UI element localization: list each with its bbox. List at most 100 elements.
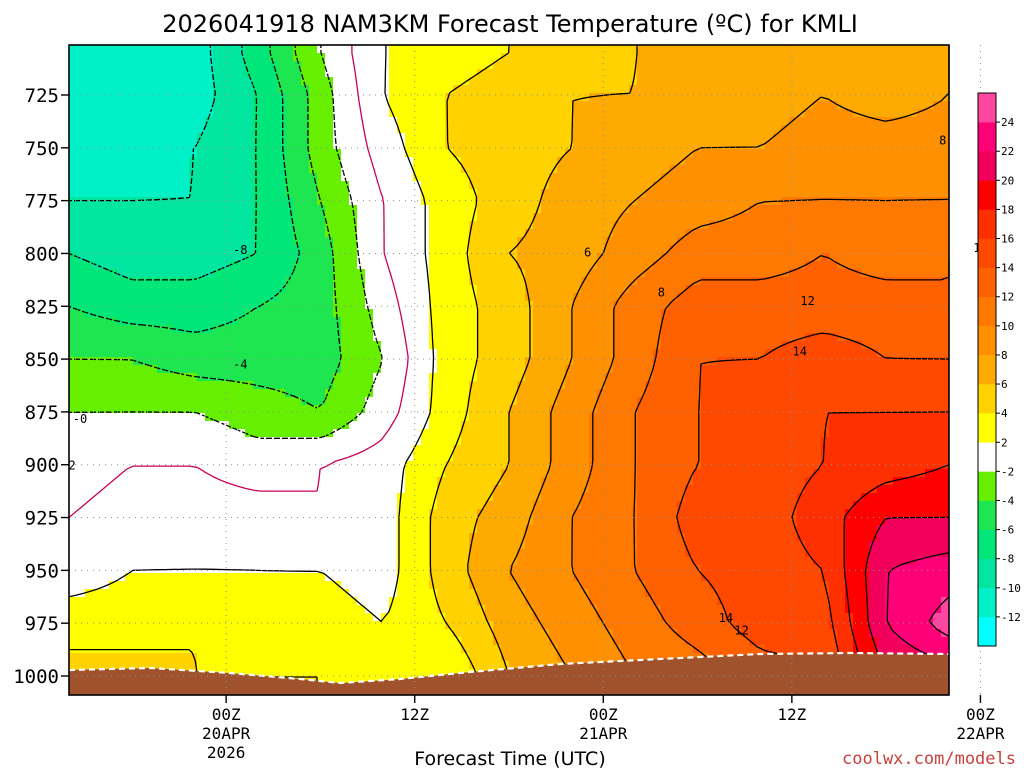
field-cell — [69, 277, 78, 286]
field-cell — [877, 237, 886, 246]
field-cell — [181, 181, 190, 190]
field-cell — [469, 197, 478, 206]
field-cell — [173, 389, 182, 398]
field-cell — [69, 317, 78, 326]
field-cell — [181, 221, 190, 230]
field-cell — [485, 253, 494, 262]
field-cell — [613, 293, 622, 302]
field-cell — [301, 141, 310, 150]
field-cell — [637, 213, 646, 222]
field-cell — [517, 253, 526, 262]
field-cell — [637, 261, 646, 270]
field-cell — [413, 205, 422, 214]
field-cell — [517, 317, 526, 326]
field-cell — [413, 173, 422, 182]
field-cell — [701, 125, 710, 134]
field-cell — [693, 269, 702, 278]
field-cell — [917, 77, 926, 86]
field-cell — [837, 357, 846, 366]
field-cell — [669, 53, 678, 62]
field-cell — [925, 245, 934, 254]
field-cell — [309, 373, 318, 382]
field-cell — [845, 61, 854, 70]
field-cell — [853, 173, 862, 182]
field-cell — [213, 365, 222, 374]
field-cell — [125, 317, 134, 326]
field-cell — [165, 269, 174, 278]
field-cell — [797, 325, 806, 334]
field-cell — [685, 373, 694, 382]
field-cell — [877, 141, 886, 150]
field-cell — [277, 245, 286, 254]
field-cell — [365, 221, 374, 230]
field-cell — [165, 405, 174, 414]
field-cell — [677, 269, 686, 278]
field-cell — [285, 269, 294, 278]
field-cell — [525, 317, 534, 326]
field-cell — [253, 301, 262, 310]
field-cell — [629, 45, 638, 54]
field-cell — [453, 301, 462, 310]
field-cell — [613, 333, 622, 342]
field-cell — [837, 165, 846, 174]
field-cell — [333, 221, 342, 230]
field-cell — [565, 245, 574, 254]
field-cell — [877, 85, 886, 94]
field-cell — [941, 373, 950, 382]
field-cell — [133, 397, 142, 406]
field-cell — [277, 149, 286, 158]
field-cell — [325, 341, 334, 350]
field-cell — [349, 85, 358, 94]
field-cell — [701, 173, 710, 182]
field-cell — [157, 253, 166, 262]
field-cell — [349, 93, 358, 102]
field-cell — [445, 45, 454, 54]
field-cell — [125, 101, 134, 110]
field-cell — [765, 69, 774, 78]
field-cell — [501, 237, 510, 246]
field-cell — [237, 245, 246, 254]
field-cell — [541, 93, 550, 102]
field-cell — [149, 181, 158, 190]
field-cell — [429, 397, 438, 406]
field-cell — [853, 157, 862, 166]
field-cell — [597, 69, 606, 78]
field-cell — [165, 93, 174, 102]
field-cell — [373, 349, 382, 358]
field-cell — [581, 69, 590, 78]
field-cell — [493, 133, 502, 142]
field-cell — [349, 165, 358, 174]
field-cell — [853, 317, 862, 326]
field-cell — [781, 165, 790, 174]
field-cell — [245, 277, 254, 286]
field-cell — [245, 213, 254, 222]
field-cell — [117, 181, 126, 190]
field-cell — [549, 157, 558, 166]
field-cell — [285, 213, 294, 222]
field-cell — [341, 61, 350, 70]
field-cell — [493, 389, 502, 398]
field-cell — [541, 197, 550, 206]
field-cell — [525, 101, 534, 110]
field-cell — [429, 325, 438, 334]
field-cell — [77, 117, 86, 126]
field-cell — [477, 45, 486, 54]
field-cell — [285, 205, 294, 214]
field-cell — [69, 405, 78, 414]
field-cell — [557, 397, 566, 406]
field-cell — [461, 277, 470, 286]
field-cell — [709, 117, 718, 126]
field-cell — [205, 285, 214, 294]
field-cell — [197, 285, 206, 294]
field-cell — [685, 197, 694, 206]
field-cell — [565, 213, 574, 222]
field-cell — [205, 93, 214, 102]
field-cell — [629, 333, 638, 342]
field-cell — [109, 197, 118, 206]
field-cell — [749, 229, 758, 238]
field-cell — [789, 77, 798, 86]
field-cell — [101, 125, 110, 134]
field-cell — [677, 277, 686, 286]
field-cell — [637, 149, 646, 158]
field-cell — [813, 85, 822, 94]
